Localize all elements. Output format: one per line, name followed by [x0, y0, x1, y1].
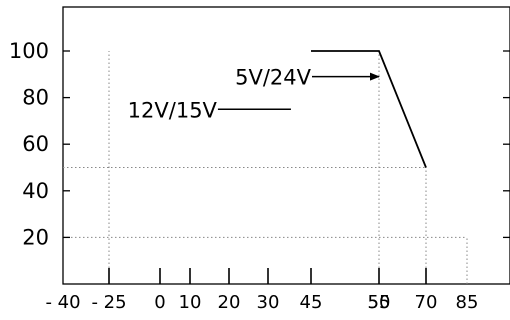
annotation-label-0: 5V/24V — [235, 66, 312, 90]
series-layer — [311, 50, 427, 168]
y-tick-label-20: 20 — [22, 225, 49, 249]
x-tick-label-7: 50 — [368, 292, 391, 313]
x-tick-label-4: 20 — [218, 292, 241, 313]
y-axis-ticks: 20 40 60 80 100 — [9, 39, 510, 249]
plot-frame — [62, 6, 510, 285]
x-tick-label-1: - 25 — [91, 292, 126, 313]
annotation-label-1: 12V/15V — [128, 98, 218, 122]
y-tick-label-40: 40 — [22, 179, 49, 203]
y-tick-label-100: 100 — [9, 39, 49, 63]
x-tick-label-3: 10 — [179, 292, 202, 313]
y-tick-label-80: 80 — [22, 86, 49, 110]
x-tick-label-5: 30 — [257, 292, 280, 313]
x-tick-label-6: 45 — [300, 292, 323, 313]
x-tick-label-0: - 40 — [45, 292, 80, 313]
y-tick-label-60: 60 — [22, 132, 49, 156]
x-tick-label-9: 70 — [415, 292, 438, 313]
annotations: 5V/24V 12V/15V — [128, 66, 380, 122]
x-tick-label-8: 55 — [368, 292, 391, 313]
x-tick-label-10: 85 — [456, 292, 479, 313]
x-tick-label-2: 0 — [154, 292, 165, 313]
guide-lines — [63, 51, 468, 284]
series-line-0 — [311, 50, 427, 168]
